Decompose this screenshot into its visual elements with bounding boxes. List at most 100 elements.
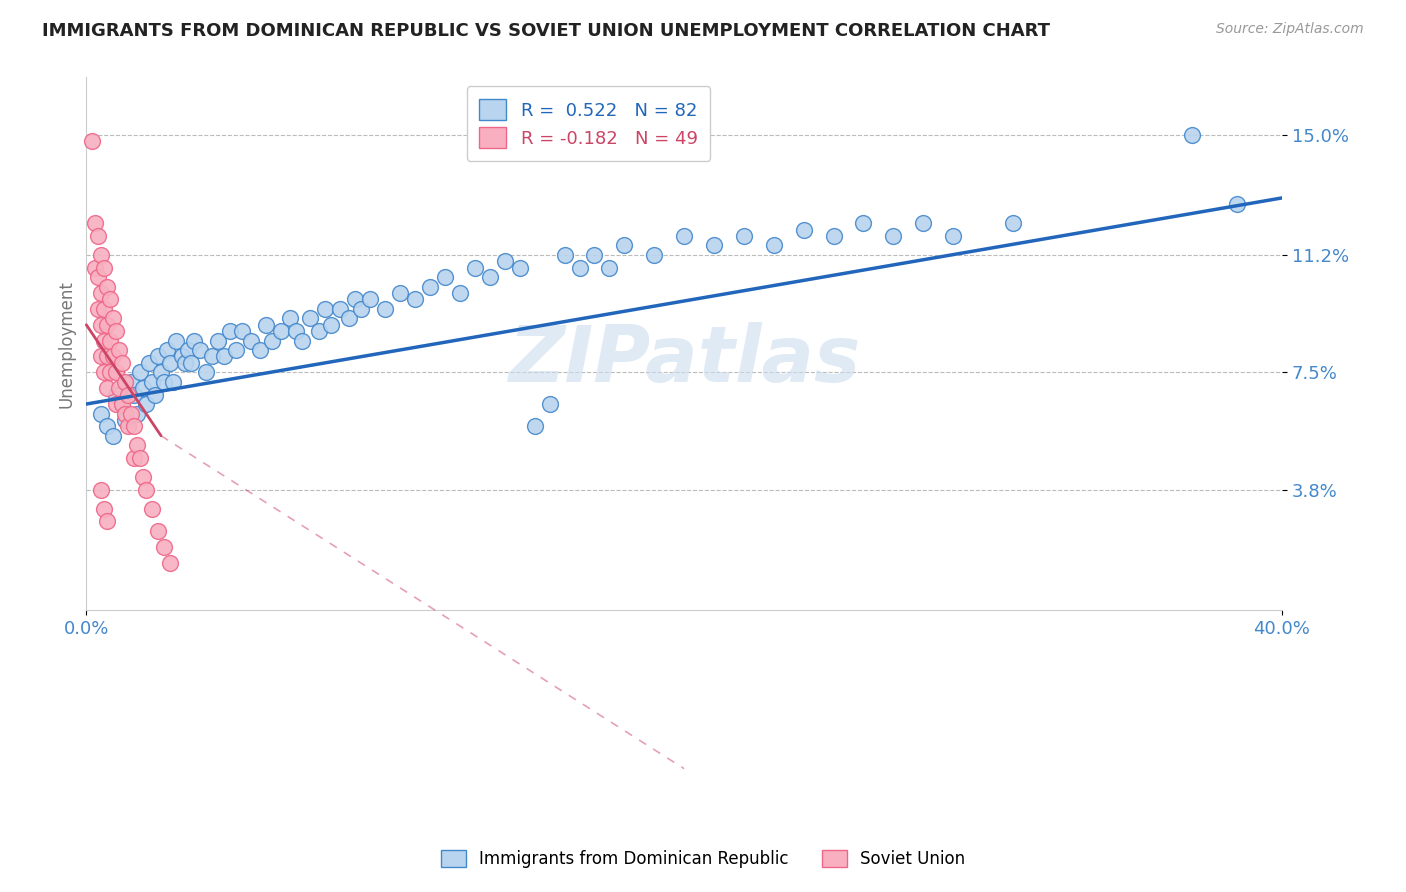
Point [159, 556, 181, 570]
Point [449, 286, 471, 301]
Point [129, 365, 152, 379]
Point [96, 419, 118, 434]
Point [613, 238, 636, 252]
Point [105, 397, 128, 411]
Point [105, 387, 128, 401]
Point [150, 365, 173, 379]
Point [87, 301, 110, 316]
Point [290, 334, 312, 348]
Point [84, 216, 107, 230]
Point [509, 260, 531, 275]
Point [105, 365, 128, 379]
Point [114, 375, 136, 389]
Point [284, 324, 307, 338]
Point [201, 350, 224, 364]
Point [260, 334, 283, 348]
Point [350, 301, 373, 316]
Point [111, 356, 134, 370]
Point [96, 350, 118, 364]
Point [912, 216, 935, 230]
Point [793, 222, 815, 236]
Point [212, 350, 235, 364]
Point [673, 229, 696, 244]
Point [117, 387, 139, 401]
Point [703, 238, 725, 252]
Y-axis label: Unemployment: Unemployment [58, 280, 75, 408]
Point [135, 483, 157, 497]
Point [389, 286, 412, 301]
Point [942, 229, 965, 244]
Point [254, 318, 277, 332]
Point [90, 483, 112, 497]
Point [111, 397, 134, 411]
Point [231, 324, 253, 338]
Point [103, 350, 125, 364]
Point [153, 540, 176, 554]
Point [132, 470, 155, 484]
Point [122, 419, 145, 434]
Point [188, 343, 211, 358]
Point [103, 311, 125, 326]
Point [239, 334, 262, 348]
Point [84, 260, 107, 275]
Point [433, 270, 456, 285]
Point [96, 279, 118, 293]
Point [583, 248, 606, 262]
Point [207, 334, 229, 348]
Point [111, 397, 134, 411]
Point [117, 419, 139, 434]
Point [153, 375, 176, 389]
Point [278, 311, 301, 326]
Point [329, 301, 352, 316]
Point [494, 254, 516, 268]
Point [180, 356, 202, 370]
Point [93, 501, 115, 516]
Point [98, 365, 121, 379]
Point [132, 381, 155, 395]
Point [1001, 216, 1024, 230]
Point [105, 324, 128, 338]
Point [762, 238, 785, 252]
Point [127, 438, 149, 452]
Point [183, 334, 205, 348]
Point [96, 381, 118, 395]
Point [337, 311, 360, 326]
Point [568, 260, 591, 275]
Legend: Immigrants from Dominican Republic, Soviet Union: Immigrants from Dominican Republic, Sovi… [434, 843, 972, 875]
Point [249, 343, 271, 358]
Point [174, 356, 197, 370]
Point [146, 524, 169, 538]
Point [114, 413, 136, 427]
Point [523, 419, 546, 434]
Point [194, 365, 217, 379]
Point [90, 350, 112, 364]
Point [141, 375, 163, 389]
Point [87, 229, 110, 244]
Text: ZIPatlas: ZIPatlas [508, 322, 860, 398]
Point [882, 229, 904, 244]
Point [419, 279, 441, 293]
Point [82, 134, 104, 148]
Point [122, 387, 145, 401]
Point [103, 429, 125, 443]
Point [270, 324, 292, 338]
Point [159, 356, 181, 370]
Point [156, 343, 179, 358]
Point [87, 270, 110, 285]
Point [308, 324, 330, 338]
Point [90, 248, 112, 262]
Point [299, 311, 322, 326]
Point [90, 407, 112, 421]
Legend: R =  0.522   N = 82, R = -0.182   N = 49: R = 0.522 N = 82, R = -0.182 N = 49 [467, 87, 710, 161]
Point [93, 260, 115, 275]
Point [374, 301, 396, 316]
Point [93, 365, 115, 379]
Point [146, 350, 169, 364]
Point [478, 270, 501, 285]
Point [598, 260, 620, 275]
Point [823, 229, 845, 244]
Point [120, 375, 142, 389]
Text: IMMIGRANTS FROM DOMINICAN REPUBLIC VS SOVIET UNION UNEMPLOYMENT CORRELATION CHAR: IMMIGRANTS FROM DOMINICAN REPUBLIC VS SO… [42, 22, 1050, 40]
Point [177, 343, 200, 358]
Point [162, 375, 184, 389]
